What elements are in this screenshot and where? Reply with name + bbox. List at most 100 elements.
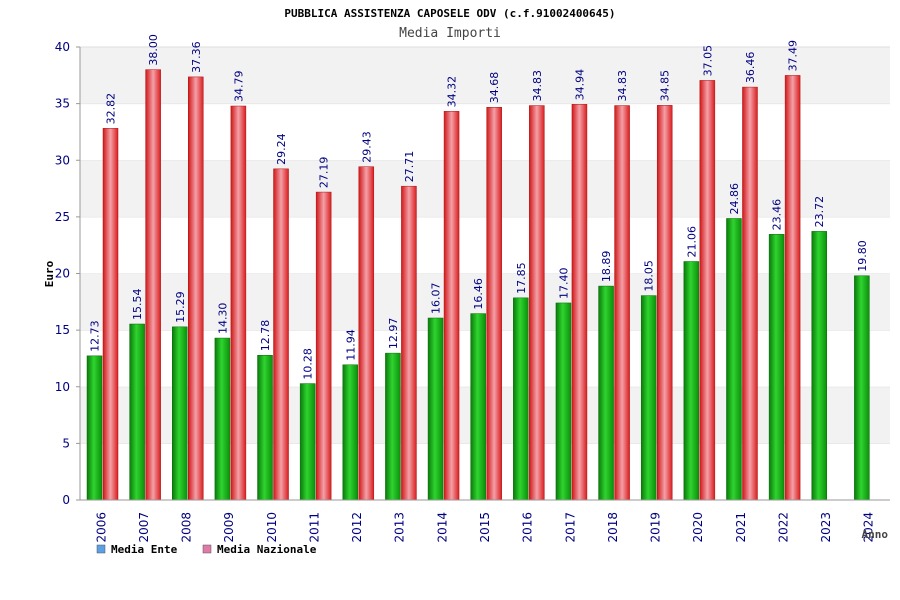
x-tick-label: 2011 — [307, 512, 321, 543]
bar-media-nazionale — [188, 76, 204, 501]
bar-media-nazionale — [443, 111, 460, 501]
bar-media-nazionale — [784, 75, 801, 501]
bar-media-nazionale — [273, 168, 289, 501]
bar-media-ente — [86, 355, 103, 501]
y-tick-label: 30 — [55, 153, 70, 167]
bar-media-ente — [811, 231, 827, 501]
data-label: 15.54 — [131, 289, 144, 321]
y-tick-label: 15 — [55, 323, 70, 337]
bar-media-nazionale — [401, 185, 417, 501]
axes-group: 0 5 10 15 20 25 30 35 40 2006 2007 2008 2009 2010 2011… — [55, 40, 890, 543]
data-label: 34.32 — [446, 76, 459, 108]
bar-media-ente — [513, 297, 529, 501]
y-tick-label: 10 — [55, 380, 70, 394]
data-label: 36.46 — [744, 52, 757, 84]
data-label: 11.94 — [344, 329, 357, 361]
legend-swatch — [96, 544, 106, 554]
x-tick-label: 2010 — [265, 512, 279, 543]
bar-media-ente — [726, 218, 742, 501]
bar-media-ente — [385, 352, 401, 501]
chart-subtitle: Media Importi — [399, 26, 501, 41]
legend-swatch — [202, 544, 212, 554]
data-label: 37.05 — [701, 45, 714, 77]
bar-media-nazionale — [145, 69, 161, 501]
data-label: 14.30 — [216, 303, 229, 335]
legend-label: Media Nazionale — [217, 543, 317, 556]
data-label: 24.86 — [728, 183, 741, 215]
bar-media-ente — [854, 275, 870, 501]
bar-media-ente — [129, 323, 145, 501]
bar-media-ente — [555, 302, 572, 501]
bar-media-ente — [768, 234, 785, 501]
x-axis-label: Anno — [862, 528, 889, 541]
data-label: 34.94 — [573, 69, 586, 101]
x-tick-label: 2014 — [435, 512, 449, 543]
x-tick-label: 2022 — [776, 512, 790, 543]
bar-media-nazionale — [358, 166, 375, 501]
x-tick-label: 2015 — [478, 512, 492, 543]
y-tick-label: 25 — [55, 210, 70, 224]
data-label: 23.72 — [813, 196, 826, 228]
data-label: 15.29 — [174, 291, 187, 323]
data-label: 12.97 — [387, 318, 400, 350]
bar-media-ente — [172, 326, 188, 501]
bar-media-nazionale — [742, 86, 758, 501]
data-label: 12.78 — [259, 320, 272, 352]
data-label: 18.89 — [600, 251, 613, 283]
bar-media-nazionale — [699, 80, 716, 501]
bar-media-ente — [683, 261, 700, 501]
x-tick-label: 2012 — [350, 512, 364, 543]
data-label: 17.85 — [515, 262, 528, 294]
bar-media-ente — [427, 317, 444, 501]
x-tick-label: 2019 — [649, 512, 663, 543]
y-tick-label: 0 — [62, 493, 70, 507]
x-tick-label: 2020 — [691, 512, 705, 543]
bar-media-ente — [214, 337, 231, 501]
x-tick-label: 2009 — [222, 512, 236, 543]
data-label: 34.79 — [232, 71, 245, 102]
data-label: 37.36 — [190, 41, 203, 73]
x-tick-label: 2018 — [606, 512, 620, 543]
data-labels-group: 12.73 15.54 15.29 14.30 12.78 10.28 11.94 12.97… — [89, 34, 869, 379]
data-label: 16.07 — [430, 283, 443, 315]
data-label: 27.71 — [403, 151, 416, 183]
data-label: 18.05 — [643, 260, 656, 292]
y-tick-label: 35 — [55, 97, 70, 111]
x-tick-label: 2008 — [180, 512, 194, 543]
x-tick-label: 2016 — [521, 512, 535, 543]
legend-label: Media Ente — [111, 543, 178, 556]
data-label: 21.06 — [685, 226, 698, 258]
data-label: 19.80 — [856, 240, 869, 272]
chart-title: PUBBLICA ASSISTENZA CAPOSELE ODV (c.f.91… — [284, 7, 615, 20]
bars-group — [86, 69, 870, 501]
y-tick-label: 20 — [55, 267, 70, 281]
y-tick-label: 5 — [62, 436, 70, 450]
bar-media-nazionale — [571, 104, 588, 501]
legend: Media Ente Media Nazionale — [96, 543, 317, 556]
bar-media-nazionale — [315, 191, 332, 501]
bar-media-nazionale — [529, 105, 545, 501]
data-label: 34.83 — [616, 70, 629, 102]
bar-media-nazionale — [656, 105, 673, 501]
y-tick-label: 40 — [55, 40, 70, 54]
bar-media-nazionale — [230, 105, 247, 501]
data-label: 32.82 — [105, 93, 118, 125]
data-label: 10.28 — [302, 348, 315, 380]
bar-media-nazionale — [486, 106, 502, 501]
x-tick-label: 2021 — [734, 512, 748, 543]
bar-media-ente — [299, 383, 316, 501]
data-label: 37.49 — [787, 40, 800, 72]
data-label: 27.19 — [318, 157, 331, 189]
data-label: 34.85 — [659, 70, 672, 102]
data-label: 16.46 — [472, 278, 485, 310]
data-label: 29.43 — [360, 131, 373, 163]
x-tick-label: 2006 — [94, 512, 108, 543]
x-tick-label: 2023 — [819, 512, 833, 543]
bar-media-ente — [342, 364, 359, 501]
x-tick-label: 2017 — [563, 512, 577, 543]
x-tick-label: 2013 — [393, 512, 407, 543]
bar-media-ente — [598, 285, 614, 501]
x-tick-label: 2007 — [137, 512, 151, 543]
bar-media-ente — [640, 295, 657, 501]
